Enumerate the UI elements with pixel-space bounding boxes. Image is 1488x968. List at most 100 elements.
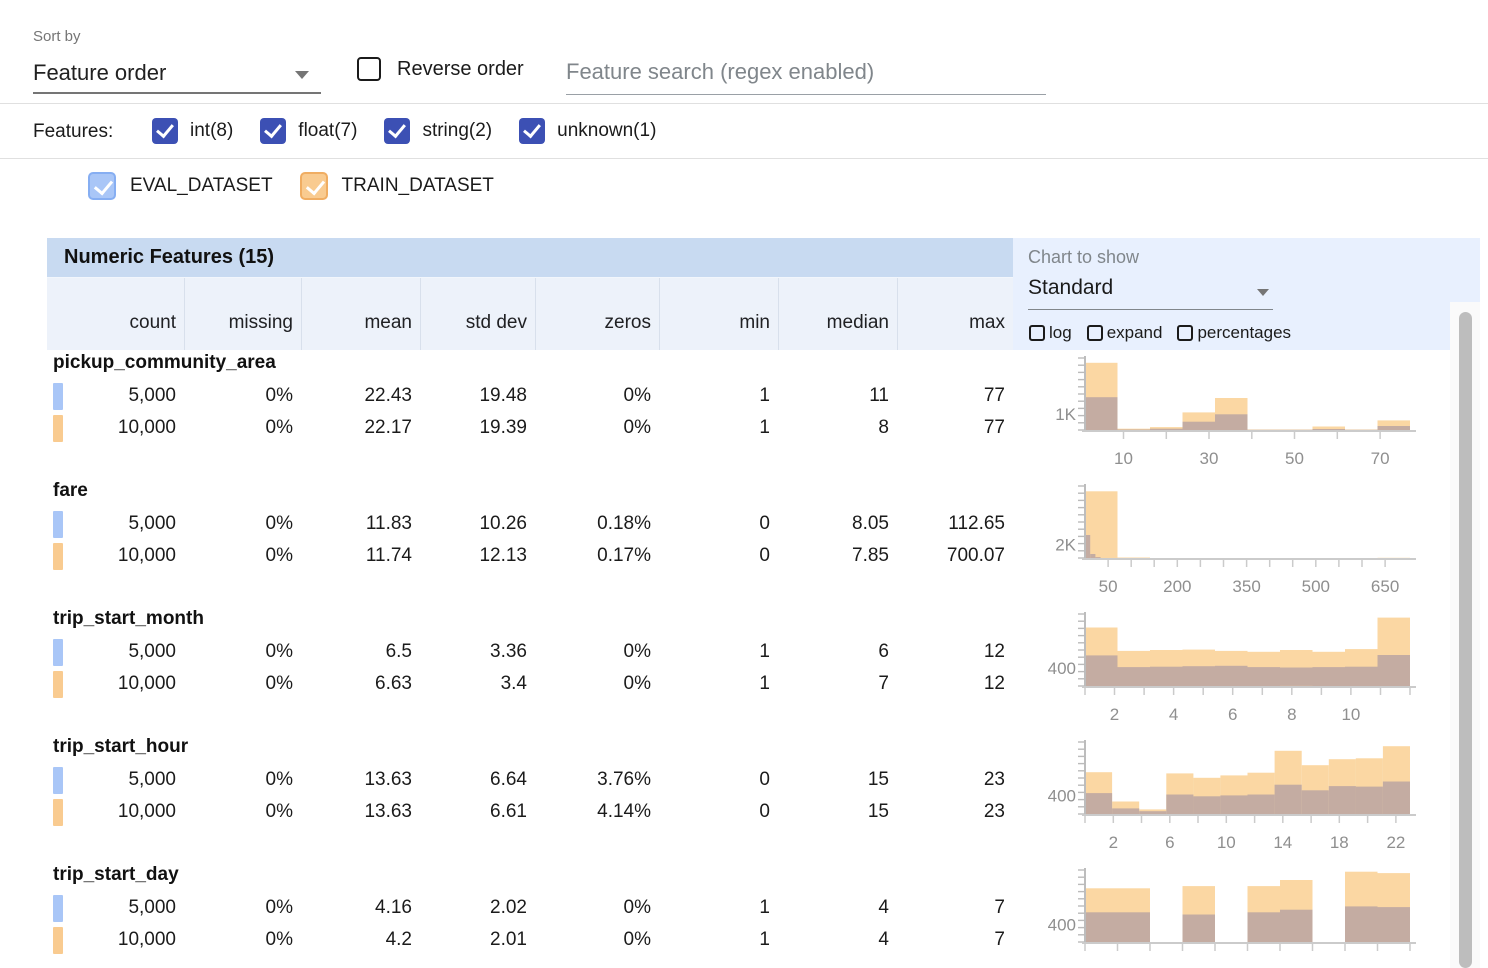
feature-search [566, 55, 1046, 95]
col-mean: mean [301, 278, 420, 350]
cell-zeros: 0% [623, 385, 651, 406]
cell-mean: 22.43 [364, 385, 412, 406]
unknown-checkbox[interactable] [519, 118, 546, 144]
sort-by-label: Sort by [33, 28, 81, 45]
filter-int-label: int(8) [190, 120, 234, 141]
cell-median: 15 [867, 801, 889, 822]
sort-by-select[interactable]: Feature order [33, 55, 321, 94]
eval-color-chip [53, 511, 63, 538]
percentages-label: percentages [1197, 323, 1292, 342]
cell-min: 1 [759, 673, 770, 694]
cell-min: 1 [759, 897, 770, 918]
percentages-checkbox[interactable] [1177, 325, 1194, 341]
cell-count: 5,000 [128, 641, 176, 662]
cell-mean: 6.5 [385, 641, 412, 662]
log-label: log [1049, 323, 1072, 342]
train-color-chip [53, 927, 63, 954]
chart-type-value: Standard [1028, 276, 1114, 299]
cell-median: 4 [878, 929, 889, 950]
eval-color-chip [53, 895, 63, 922]
cell-min: 0 [759, 545, 770, 566]
col-median: median [778, 278, 897, 350]
cell-count: 10,000 [117, 929, 176, 950]
legend-train-dataset[interactable]: TRAIN_DATASET [299, 172, 494, 200]
numeric-features-title: Numeric Features (15) [64, 246, 275, 268]
col-min: min [659, 278, 778, 350]
feature-name: trip_start_hour [53, 736, 189, 757]
x-tick-label: 30 [1200, 449, 1219, 468]
feature-name: trip_start_month [53, 608, 204, 629]
stat-row-eval: 5,000 0% 4.16 2.02 0% 1 4 7 [47, 892, 1013, 924]
eval-color-chip [53, 383, 63, 410]
x-tick-label: 10 [1341, 705, 1360, 724]
cell-zeros: 0% [623, 897, 651, 918]
chevron-down-icon [1257, 289, 1269, 296]
option-log[interactable]: log [1029, 323, 1072, 343]
x-tick-label: 200 [1163, 577, 1191, 596]
cell-max: 23 [983, 769, 1005, 790]
cell-missing: 0% [265, 801, 293, 822]
feature-search-input[interactable] [566, 55, 1046, 95]
stat-row-train: 10,000 0% 22.17 19.39 0% 1 8 77 [47, 412, 1013, 444]
cell-count: 10,000 [117, 417, 176, 438]
cell-min: 1 [759, 641, 770, 662]
chart-type-select[interactable]: Standard [1028, 272, 1273, 310]
cell-max: 23 [983, 801, 1005, 822]
cell-count: 5,000 [128, 385, 176, 406]
x-tick-label: 2 [1110, 705, 1119, 724]
stat-row-eval: 5,000 0% 22.43 19.48 0% 1 11 77 [47, 380, 1013, 412]
expand-checkbox[interactable] [1086, 325, 1103, 341]
filter-int[interactable]: int(8) [152, 118, 233, 144]
cell-median: 8 [878, 417, 889, 438]
cell-max: 7 [994, 929, 1005, 950]
x-tick-label: 50 [1099, 577, 1118, 596]
cell-mean: 13.63 [364, 769, 412, 790]
reverse-order-checkbox[interactable] [357, 57, 381, 81]
eval-dataset-checkbox[interactable] [88, 172, 116, 200]
reverse-order-control: Reverse order [357, 57, 524, 81]
cell-missing: 0% [265, 513, 293, 534]
cell-mean: 6.63 [375, 673, 412, 694]
y-axis-label: 400 [1048, 659, 1076, 678]
x-tick-label: 14 [1273, 833, 1292, 852]
cell-max: 7 [994, 897, 1005, 918]
option-expand[interactable]: expand [1086, 323, 1162, 343]
x-tick-label: 8 [1287, 705, 1296, 724]
train-dataset-label: TRAIN_DATASET [341, 175, 494, 196]
cell-min: 1 [759, 929, 770, 950]
cell-mean: 22.17 [364, 417, 412, 438]
cell-mean: 4.2 [385, 929, 412, 950]
x-tick-label: 6 [1228, 705, 1237, 724]
eval-dataset-label: EVAL_DATASET [130, 175, 273, 196]
filter-string[interactable]: string(2) [384, 118, 492, 144]
vertical-scrollbar-thumb[interactable] [1459, 312, 1472, 968]
filter-float[interactable]: float(7) [260, 118, 357, 144]
float-checkbox[interactable] [260, 118, 287, 144]
feature-block-pickup_community_area: pickup_community_area 5,000 0% 22.43 19.48 0%… [47, 352, 1013, 480]
log-checkbox[interactable] [1029, 325, 1045, 341]
cell-median: 7.85 [852, 545, 889, 566]
string-checkbox[interactable] [384, 118, 411, 144]
cell-min: 0 [759, 801, 770, 822]
x-tick-label: 70 [1371, 449, 1390, 468]
legend-eval-dataset[interactable]: EVAL_DATASET [88, 172, 273, 200]
cell-median: 11 [869, 385, 889, 406]
col-count: count [129, 312, 176, 333]
cell-max: 112.65 [948, 513, 1005, 534]
cell-max: 12 [983, 641, 1005, 662]
cell-count: 10,000 [117, 673, 176, 694]
cell-zeros: 3.76% [597, 769, 651, 790]
dataset-legend: EVAL_DATASET TRAIN_DATASET [88, 172, 494, 200]
cell-missing: 0% [265, 545, 293, 566]
cell-min: 0 [759, 513, 770, 534]
train-color-chip [53, 799, 63, 826]
train-dataset-checkbox[interactable] [299, 172, 328, 200]
cell-median: 8.05 [852, 513, 889, 534]
histogram-trip_start_day: 400 [1048, 868, 1416, 951]
int-checkbox[interactable] [152, 118, 178, 144]
option-percentages[interactable]: percentages [1177, 323, 1291, 343]
cell-median: 6 [878, 641, 889, 662]
cell-count: 5,000 [128, 897, 176, 918]
histogram-trip_start_hour: 2 6 10 14 18 22 400 [1048, 740, 1416, 852]
filter-unknown[interactable]: unknown(1) [519, 118, 656, 144]
